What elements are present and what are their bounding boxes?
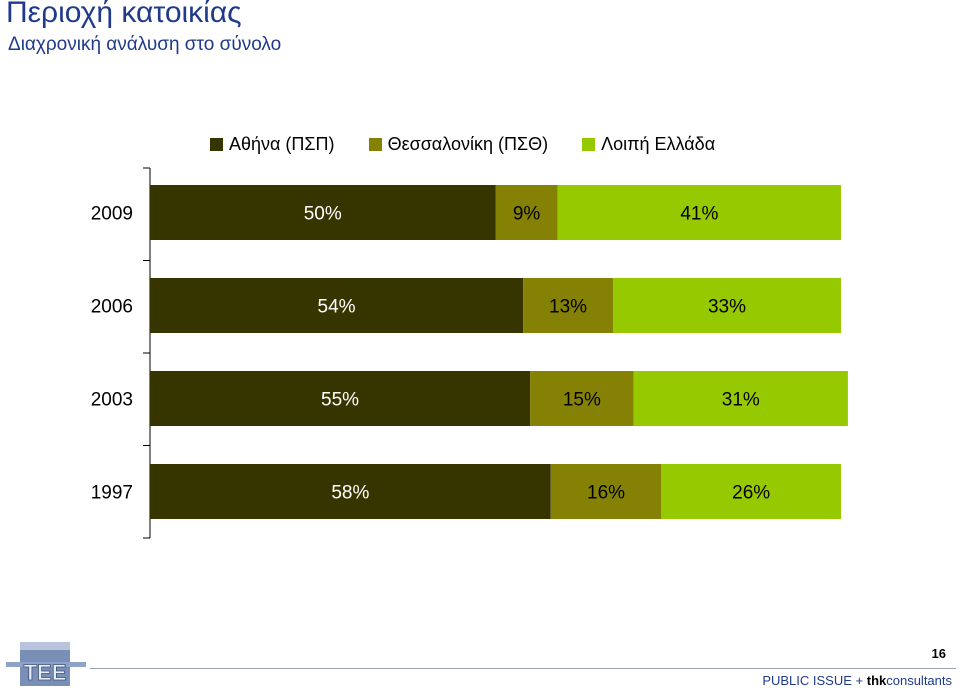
legend-swatch-rest xyxy=(582,137,596,151)
bar-athens-2009 xyxy=(150,185,496,240)
page-number: 16 xyxy=(931,646,946,661)
bar-rest-2003 xyxy=(633,371,848,426)
category-label-1997: 1997 xyxy=(91,483,133,504)
bar-rest-2009 xyxy=(557,185,841,240)
chart-title: Περιοχή κατοικίας xyxy=(6,0,242,29)
category-label-2009: 2009 xyxy=(91,204,133,225)
data-label-rest-2009: 41% xyxy=(680,204,718,225)
footer-brand: PUBLIC ISSUE + thkconsultants xyxy=(762,673,952,688)
legend-swatch-athens xyxy=(210,137,223,151)
bar-athens-2006 xyxy=(150,278,524,333)
footer-brand-prefix: PUBLIC ISSUE + xyxy=(762,673,867,688)
svg-text:ΤΕΕ: ΤΕΕ xyxy=(24,660,67,685)
bar-thessaloniki-2006 xyxy=(523,278,613,333)
category-label-2003: 2003 xyxy=(91,390,133,411)
data-label-athens-2003: 55% xyxy=(321,390,359,411)
data-label-athens-2006: 54% xyxy=(318,297,356,318)
data-label-athens-2009: 50% xyxy=(304,204,342,225)
legend-label-athens: Αθήνα (ΠΣΠ) xyxy=(229,133,335,154)
bar-athens-2003 xyxy=(150,371,531,426)
category-label-2006: 2006 xyxy=(91,297,133,318)
bar-thessaloniki-1997 xyxy=(550,464,662,519)
bar-thessaloniki-2009 xyxy=(495,185,558,240)
tee-logo: ΤΕΕ xyxy=(6,640,86,693)
legend-swatch-thessaloniki xyxy=(368,137,382,151)
chart-legend: Αθήνα (ΠΣΠ) Θεσσαλονίκη (ΠΣΘ) Λοιπή Ελλά… xyxy=(210,132,749,156)
legend-label-thessaloniki: Θεσσαλονίκη (ΠΣΘ) xyxy=(387,133,549,154)
data-label-rest-1997: 26% xyxy=(732,483,770,504)
legend-item-thessaloniki: Θεσσαλονίκη (ΠΣΘ) xyxy=(368,133,549,155)
footer-brand-suffix: consultants xyxy=(886,673,952,688)
bar-rest-2006 xyxy=(612,278,841,333)
legend-item-athens: Αθήνα (ΠΣΠ) xyxy=(210,134,335,155)
data-label-rest-2003: 31% xyxy=(722,390,760,411)
data-label-thessaloniki-2003: 15% xyxy=(563,390,601,411)
bar-thessaloniki-2003 xyxy=(530,371,634,426)
data-label-thessaloniki-2009: 9% xyxy=(513,204,541,225)
footer-divider xyxy=(90,668,956,669)
bar-athens-1997 xyxy=(150,464,551,519)
chart-subtitle: Διαχρονική ανάλυση στο σύνολο xyxy=(8,34,282,55)
legend-item-rest: Λοιπή Ελλάδα xyxy=(582,134,715,155)
data-label-athens-1997: 58% xyxy=(331,483,369,504)
legend-label-rest: Λοιπή Ελλάδα xyxy=(601,133,716,154)
footer-brand-bold: thk xyxy=(866,673,887,688)
bar-rest-1997 xyxy=(661,464,841,519)
data-label-thessaloniki-2006: 13% xyxy=(549,297,587,318)
data-label-thessaloniki-1997: 16% xyxy=(587,483,625,504)
data-label-rest-2006: 33% xyxy=(708,297,746,318)
